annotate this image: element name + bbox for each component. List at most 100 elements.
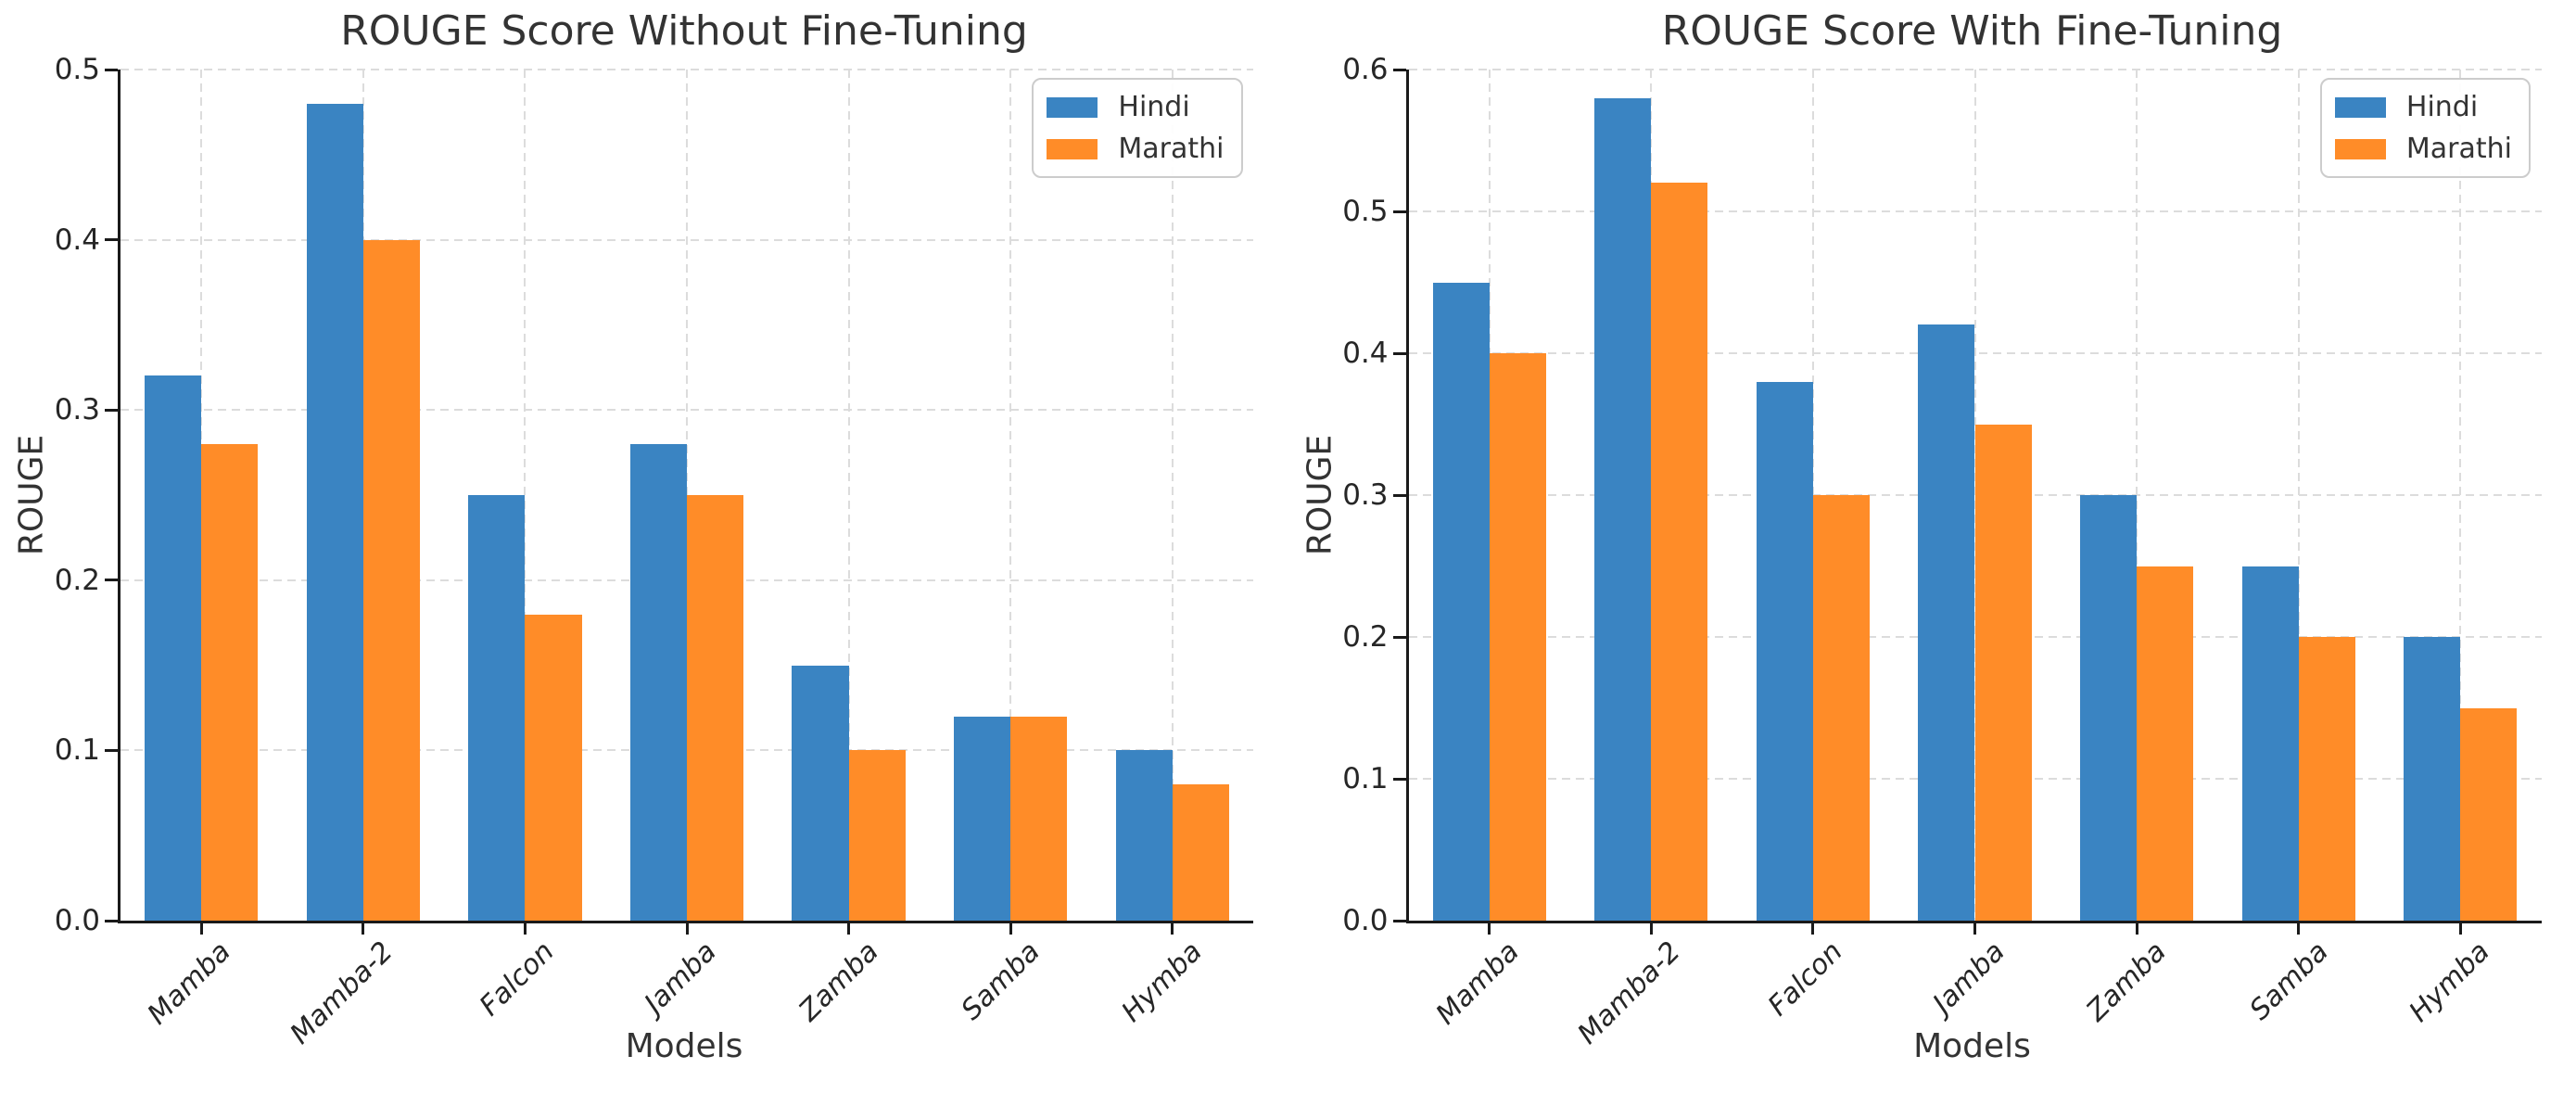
bar-hindi-mamba-2 [306,103,363,921]
legend-swatch-hindi [1047,96,1098,118]
x-tick-mark [1811,921,1815,935]
legend-item-marathi: Marathi [1047,133,1225,165]
legend-swatch-hindi [2334,96,2386,118]
legend-swatch-marathi [1047,138,1098,159]
x-tick-label: Samba [2243,935,2335,1027]
y-tick-mark [1392,68,1406,71]
bar-marathi-jamba [687,495,744,921]
y-tick-label: 0.4 [54,223,100,257]
y-tick-mark [1392,777,1406,781]
x-tick-label: Zamba [2080,935,2173,1028]
bar-hindi-samba [954,716,1011,921]
x-tick-label: Jamba [1926,935,2011,1021]
bar-hindi-mamba [1432,282,1490,921]
x-tick-mark [1009,921,1012,935]
bar-hindi-jamba [1918,324,1975,921]
legend-item-hindi: Hindi [1047,91,1224,123]
x-tick-label: Hymba [1115,935,1209,1029]
x-tick-label: Hymba [2403,935,2496,1029]
bar-hindi-hymba [1115,750,1173,921]
bar-hindi-zamba [2079,495,2138,921]
bar-hindi-mamba-2 [1594,97,1652,921]
y-tick-mark [1392,210,1406,213]
bar-hindi-hymba [2404,637,2461,921]
x-tick-mark [1171,921,1174,935]
x-tick-label: Samba [955,935,1047,1027]
y-tick-mark [1392,351,1406,355]
y-tick-mark [105,919,118,922]
legend: Hindi Marathi [2319,78,2531,178]
y-tick-mark [105,68,118,71]
y-tick-mark [1392,635,1406,639]
bar-hindi-zamba [792,665,849,921]
bar-hindi-samba [2241,566,2299,921]
x-tick-label: Falcon [474,935,562,1023]
bar-hindi-falcon [468,495,526,921]
x-tick-mark [2458,921,2462,935]
legend-label-marathi: Marathi [1118,133,1225,165]
x-tick-mark [1973,921,1976,935]
bar-marathi-hymba [1172,784,1229,921]
x-axis-label: Models [1913,1027,2031,1065]
y-tick-mark [1392,493,1406,497]
x-tick-label: Zamba [792,935,885,1028]
y-tick-label: 0.2 [54,563,100,597]
chart-with-finetuning: ROUGE Score With Fine-Tuning ROUGE 0.0 0.… [1288,0,2576,1094]
x-tick-label: Mamba [1429,935,1526,1032]
plot-area: 0.0 0.1 0.2 0.3 0.4 0.5 0.6 Mamba Mamba-2 Falcon J… [1342,53,2542,1050]
bar-marathi-mamba-2 [362,239,420,921]
bar-marathi-samba [2298,637,2355,921]
legend-label-hindi: Hindi [1118,91,1190,123]
legend-item-hindi: Hindi [2334,91,2512,123]
x-gridline [1009,70,1012,921]
x-gridline [2136,70,2138,921]
y-tick-mark [105,238,118,242]
chart-title: ROUGE Score Without Fine-Tuning [340,7,1028,55]
x-tick-mark [1649,921,1653,935]
x-gridline [524,70,527,921]
y-axis-label: ROUGE [1301,434,1339,556]
x-tick-label: Mamba [141,935,238,1032]
x-tick-mark [2297,921,2301,935]
legend-label-marathi: Marathi [2405,133,2512,165]
bar-marathi-jamba [1974,424,2032,921]
y-tick-label: 0.3 [1342,478,1389,512]
plot-area: 0.0 0.1 0.2 0.3 0.4 0.5 Mamba Mamba-2 Falcon Jamb… [55,53,1253,1050]
y-tick-mark [105,579,118,582]
y-tick-label: 0.2 [1342,620,1389,654]
y-tick-mark [1392,919,1406,922]
bar-hindi-mamba [145,375,202,921]
y-tick-label: 0.1 [1342,762,1389,795]
y-tick-label: 0.0 [54,904,100,937]
bar-hindi-jamba [629,443,687,921]
bar-marathi-zamba [2137,566,2194,921]
bar-marathi-falcon [525,614,582,921]
y-tick-label: 0.6 [1342,53,1389,86]
x-tick-mark [685,921,689,935]
chart-without-finetuning: ROUGE Score Without Fine-Tuning ROUGE 0.… [13,7,1253,1065]
x-tick-mark [362,921,365,935]
y-tick-label: 0.5 [54,53,100,86]
y-tick-mark [105,748,118,752]
legend: Hindi Marathi [1032,78,1243,178]
x-tick-mark [199,921,203,935]
bar-marathi-falcon [1812,495,1871,921]
bar-marathi-mamba [201,443,259,921]
legend-label-hindi: Hindi [2405,91,2479,123]
bar-marathi-hymba [2460,707,2518,921]
x-tick-mark [2135,921,2138,935]
bar-marathi-samba [1010,716,1068,921]
legend-swatch-marathi [2334,138,2386,159]
x-gridline [847,70,850,921]
y-tick-label: 0.4 [1342,337,1389,370]
bar-marathi-mamba [1489,353,1546,921]
x-gridline [2297,70,2300,921]
bar-marathi-mamba-2 [1651,183,1708,921]
bar-hindi-falcon [1756,381,1813,921]
x-tick-mark [523,921,527,935]
y-tick-label: 0.3 [54,393,100,427]
x-axis-label: Models [625,1027,743,1065]
y-tick-label: 0.0 [1342,904,1389,937]
y-tick-label: 0.1 [54,733,100,768]
